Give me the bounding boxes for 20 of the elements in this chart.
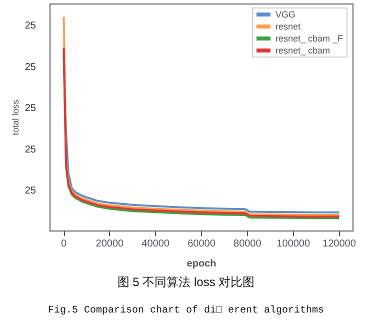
x-axis-title: epoch — [186, 258, 216, 270]
caption: 图 5 不同算法 loss 对比图 — [117, 275, 255, 289]
text: 25 — [24, 186, 36, 197]
y-axis-title: total loss — [10, 99, 20, 136]
x-tick-label: 100000 — [276, 238, 310, 250]
text: 25 — [24, 103, 36, 114]
x-tick-label: 60000 — [188, 238, 216, 250]
x-tick-label: 0 — [60, 238, 67, 250]
legend-label: resnet_ cbam _F — [275, 34, 344, 44]
text: 25 — [24, 20, 36, 32]
x-tick-label: 120000 — [322, 238, 356, 250]
legend-label: VGG — [275, 10, 296, 20]
legend-label: resnet_ cbam — [275, 46, 330, 56]
text: 25 — [24, 62, 36, 73]
x-tick-label: 80000 — [234, 238, 262, 250]
x-tick-label: 40000 — [142, 238, 170, 250]
caption: Fig.5 Comparison chart of di□ erent algorithms — [48, 304, 324, 316]
x-tick-label: 20000 — [96, 238, 124, 250]
legend-label: resnet — [275, 22, 301, 32]
text: 25 — [24, 144, 36, 156]
